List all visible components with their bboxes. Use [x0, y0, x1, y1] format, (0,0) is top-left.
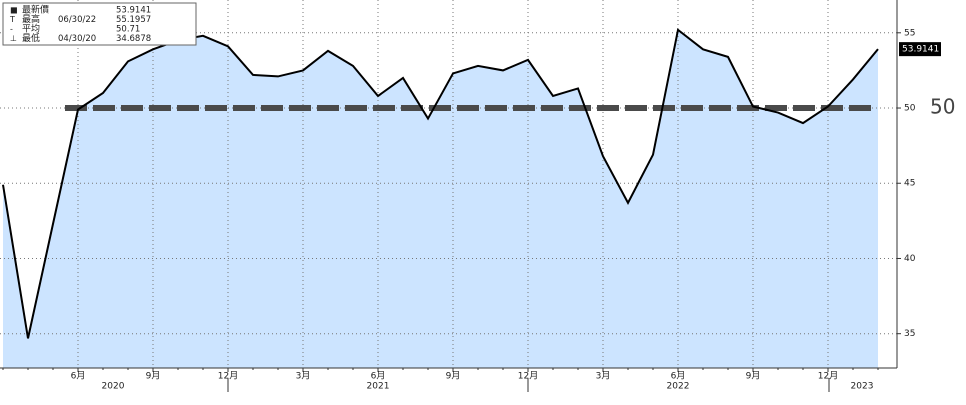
y-tick-label: 50	[904, 104, 916, 114]
x-tick-label: 9月	[746, 371, 761, 382]
x-tick-label: 12月	[518, 371, 538, 382]
year-label: 2020	[102, 382, 125, 392]
x-tick-label: 6月	[671, 371, 686, 382]
legend-date: 06/30/22	[58, 15, 96, 25]
legend-symbol: T	[9, 15, 15, 24]
year-label: 2022	[667, 382, 690, 392]
y-tick-label: 55	[904, 28, 915, 38]
y-tick-label: 35	[904, 329, 915, 339]
line	[2, 28, 879, 339]
legend-value: 53.9141	[116, 6, 151, 16]
x-tick-label: 9月	[446, 371, 461, 382]
legend-box	[2, 2, 197, 46]
x-tick-label: 3月	[296, 371, 311, 382]
y-tick-label: 45	[904, 179, 915, 189]
x-tick-label: 12月	[218, 371, 238, 382]
legend-name: 最高	[22, 13, 40, 25]
legend-name: 平均	[22, 23, 40, 35]
legend-name: 最低	[22, 32, 40, 44]
legend-value: 55.1957	[116, 15, 151, 25]
y-tick-label: 40	[904, 254, 916, 264]
legend-value: 50.71	[116, 25, 140, 35]
legend-symbol: ■	[10, 6, 18, 15]
legend-value: 34.6878	[116, 34, 151, 44]
legend-symbol: ⊥	[10, 34, 17, 43]
reference-label: 50	[930, 95, 955, 119]
legend-date: 04/30/20	[58, 34, 96, 44]
legend-symbol: -	[10, 25, 13, 34]
x-tick-label: 12月	[818, 371, 838, 382]
area	[3, 29, 878, 369]
legend-name: 最新價	[22, 4, 49, 16]
year-label: 2023	[851, 382, 874, 392]
year-label: 2021	[367, 382, 390, 392]
x-tick-label: 9月	[146, 371, 161, 382]
x-tick-label: 6月	[371, 371, 386, 382]
x-tick-label: 6月	[71, 371, 86, 382]
last-value-label: 53.9141	[902, 45, 939, 55]
x-tick-label: 3月	[596, 371, 611, 382]
last-value-box	[899, 42, 941, 57]
